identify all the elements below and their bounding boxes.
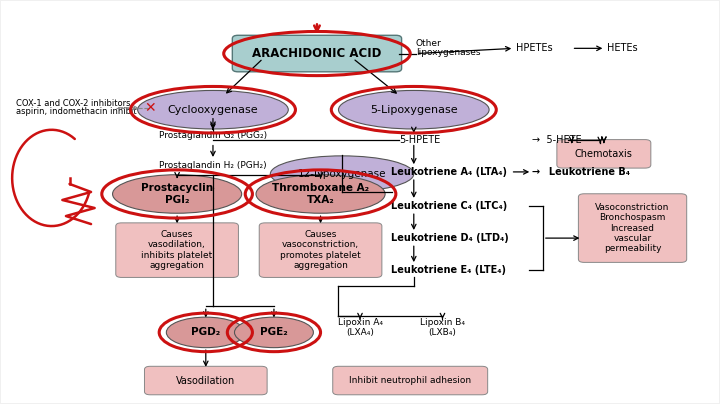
Text: ✕: ✕ xyxy=(144,101,156,115)
FancyBboxPatch shape xyxy=(259,223,382,278)
FancyBboxPatch shape xyxy=(578,194,687,262)
Text: Vasodilation: Vasodilation xyxy=(176,376,235,385)
Ellipse shape xyxy=(166,317,246,348)
Text: Cyclooxygenase: Cyclooxygenase xyxy=(168,105,258,115)
FancyBboxPatch shape xyxy=(145,366,267,395)
Text: Causes
vasodilation,
inhibits platelet
aggregation: Causes vasodilation, inhibits platelet a… xyxy=(142,230,212,270)
Text: Inhibit neutrophil adhesion: Inhibit neutrophil adhesion xyxy=(349,376,472,385)
Text: Vasoconstriction
Bronchospasm
Increased
vascular
permeability: Vasoconstriction Bronchospasm Increased … xyxy=(595,203,670,253)
Ellipse shape xyxy=(338,90,489,129)
Text: Lipoxin A₄: Lipoxin A₄ xyxy=(338,318,382,327)
Text: →  5-HETE: → 5-HETE xyxy=(532,135,582,145)
Text: Leukotriene A₄ (LTA₄): Leukotriene A₄ (LTA₄) xyxy=(391,167,507,177)
FancyBboxPatch shape xyxy=(233,35,402,72)
Ellipse shape xyxy=(138,90,288,129)
Text: Leukotriene C₄ (LTC₄): Leukotriene C₄ (LTC₄) xyxy=(391,201,507,211)
Ellipse shape xyxy=(256,175,385,213)
Text: HETEs: HETEs xyxy=(608,43,638,53)
Text: Chemotaxis: Chemotaxis xyxy=(575,149,633,159)
FancyBboxPatch shape xyxy=(116,223,238,278)
Text: Prostacyclin
PGI₂: Prostacyclin PGI₂ xyxy=(141,183,213,205)
FancyBboxPatch shape xyxy=(557,140,651,168)
Text: →   Leukotriene B₄: → Leukotriene B₄ xyxy=(532,167,630,177)
Text: Lipoxin B₄: Lipoxin B₄ xyxy=(420,318,465,327)
Text: Other: Other xyxy=(416,39,441,48)
Ellipse shape xyxy=(270,156,414,192)
Text: 5-Lipoxygenase: 5-Lipoxygenase xyxy=(370,105,458,115)
Ellipse shape xyxy=(235,317,313,348)
Text: Thromboxane A₂
TXA₂: Thromboxane A₂ TXA₂ xyxy=(272,183,369,205)
Ellipse shape xyxy=(112,175,242,213)
FancyBboxPatch shape xyxy=(333,366,487,395)
Text: aspirin, indomethacin inhibit: aspirin, indomethacin inhibit xyxy=(16,107,136,116)
Text: ARACHIDONIC ACID: ARACHIDONIC ACID xyxy=(252,47,382,60)
Text: (LXA₄): (LXA₄) xyxy=(346,328,374,337)
Text: Prostaglandin G₂ (PGG₂): Prostaglandin G₂ (PGG₂) xyxy=(159,131,267,140)
Text: Prostaglandin H₂ (PGH₂): Prostaglandin H₂ (PGH₂) xyxy=(159,161,267,170)
Text: 12-Lipoxygenase: 12-Lipoxygenase xyxy=(298,169,387,179)
Text: PGD₂: PGD₂ xyxy=(192,327,220,337)
Text: PGE₂: PGE₂ xyxy=(260,327,288,337)
Text: Causes
vasoconstriction,
promotes platelet
aggregation: Causes vasoconstriction, promotes platel… xyxy=(280,230,361,270)
Text: Leukotriene E₄ (LTE₄): Leukotriene E₄ (LTE₄) xyxy=(391,265,506,275)
Text: Leukotriene D₄ (LTD₄): Leukotriene D₄ (LTD₄) xyxy=(391,233,508,243)
Text: (LXB₄): (LXB₄) xyxy=(428,328,456,337)
Text: COX-1 and COX-2 inhibitors,: COX-1 and COX-2 inhibitors, xyxy=(16,99,133,108)
Text: 5-HPETE: 5-HPETE xyxy=(400,135,441,145)
Text: lipoxygenases: lipoxygenases xyxy=(416,48,480,57)
Text: HPETEs: HPETEs xyxy=(516,43,553,53)
